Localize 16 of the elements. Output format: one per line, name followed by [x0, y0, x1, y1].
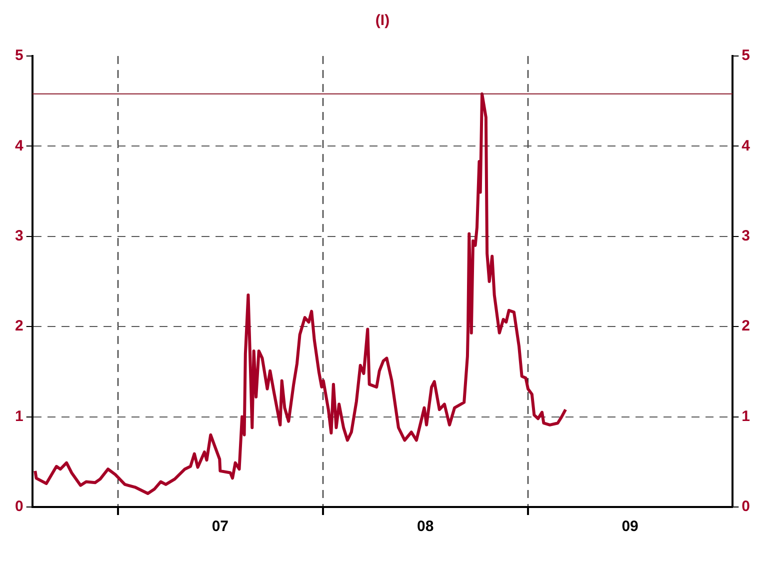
- y2-tick-label: 4: [742, 137, 751, 154]
- y-tick-label: 4: [15, 137, 24, 154]
- y-tick-label: 0: [15, 498, 24, 516]
- chart-title: (I): [375, 12, 390, 30]
- y2-tick-label: 5: [742, 47, 750, 64]
- x-tick-label: 07: [212, 518, 229, 536]
- y2-tick-label: 3: [742, 228, 750, 245]
- y2-tick-label: 1: [742, 408, 750, 425]
- y-tick-label: 3: [15, 228, 24, 245]
- x-tick-label: 09: [622, 518, 638, 536]
- y2-tick-label: 0: [742, 498, 750, 516]
- y2-tick-label: 2: [742, 318, 750, 335]
- y-tick-label: 1: [15, 408, 24, 425]
- y-tick-label: 2: [15, 318, 24, 335]
- x-tick-label: 08: [417, 518, 434, 536]
- y-tick-label: 5: [15, 47, 24, 64]
